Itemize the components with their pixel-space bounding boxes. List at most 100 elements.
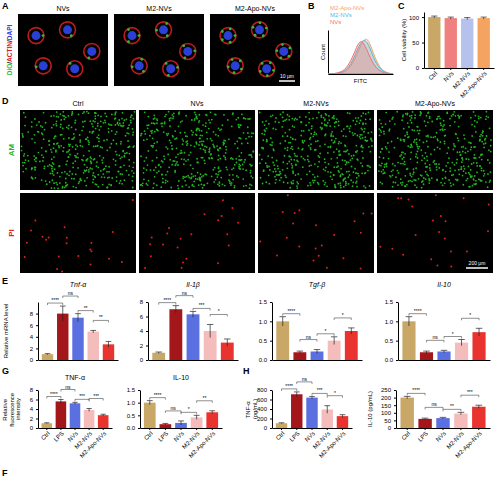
- stained-cell: [353, 171, 355, 173]
- stained-cell: [359, 136, 361, 138]
- stained-cell: [28, 160, 30, 162]
- stained-cell: [190, 144, 192, 146]
- stained-cell: [42, 157, 44, 159]
- stained-cell: [364, 128, 366, 130]
- stained-cell: [440, 122, 442, 124]
- stained-cell: [295, 164, 297, 166]
- stained-cell: [34, 167, 36, 169]
- stained-cell: [338, 171, 340, 173]
- stained-cell: [208, 151, 210, 153]
- stained-cell: [346, 162, 348, 164]
- stained-cell: [41, 236, 43, 238]
- axis-title-line: Cell viability (%): [401, 19, 407, 62]
- stained-cell: [132, 146, 134, 148]
- y-axis: 02468: [30, 303, 39, 364]
- stained-cell: [55, 151, 57, 153]
- stained-cell: [232, 158, 234, 160]
- stained-cell: [188, 177, 190, 179]
- stained-cell: [104, 113, 106, 115]
- stained-cell: [31, 167, 33, 169]
- stained-cell: [133, 172, 135, 174]
- stained-cell: [208, 157, 210, 159]
- stained-cell: [43, 112, 45, 114]
- stained-cell: [79, 134, 81, 136]
- stained-cell: [409, 172, 411, 174]
- vesicle: [229, 28, 232, 31]
- stained-cell: [279, 142, 281, 144]
- stained-cell: [348, 128, 350, 130]
- stained-cell: [442, 170, 444, 172]
- stained-cell: [418, 178, 420, 180]
- stained-cell: [60, 126, 62, 128]
- cell-nucleus: [63, 25, 72, 34]
- stained-cell: [129, 153, 131, 155]
- y-tick: 4: [140, 328, 148, 334]
- stained-cell: [97, 145, 99, 147]
- stained-cell: [226, 169, 228, 171]
- stained-cell: [392, 169, 394, 171]
- stained-cell: [389, 175, 391, 177]
- stained-cell: [124, 156, 126, 158]
- tick-mark: [146, 360, 148, 361]
- stained-cell: [356, 150, 358, 152]
- stained-cell: [268, 123, 270, 125]
- stained-cell: [44, 129, 46, 131]
- stained-cell: [381, 126, 383, 128]
- stained-cell: [53, 143, 55, 145]
- stained-cell: [56, 184, 58, 186]
- stained-cell: [206, 138, 208, 140]
- scale-bar-label: 10 μm: [280, 73, 294, 79]
- stained-cell: [391, 141, 393, 143]
- stained-cell: [199, 177, 201, 179]
- stained-cell: [51, 170, 53, 172]
- stained-cell: [307, 159, 309, 161]
- stained-cell: [446, 152, 448, 154]
- tick-label: 6: [140, 314, 144, 320]
- stained-cell: [190, 152, 192, 154]
- stained-cell: [380, 151, 382, 153]
- stained-cell: [400, 178, 402, 180]
- stained-cell: [199, 141, 201, 143]
- stained-cell: [397, 197, 399, 199]
- stained-cell: [166, 232, 168, 234]
- stained-cell: [453, 149, 455, 151]
- stained-cell: [338, 151, 340, 153]
- stained-cell: [201, 140, 203, 142]
- stained-cell: [483, 146, 485, 148]
- stained-cell: [458, 116, 460, 118]
- stained-cell: [342, 257, 344, 259]
- stained-cell: [487, 186, 489, 188]
- stained-cell: [215, 134, 217, 136]
- stained-cell: [163, 131, 165, 133]
- stained-cell: [415, 153, 417, 155]
- stained-cell: [57, 116, 59, 118]
- stained-cell: [201, 135, 203, 137]
- stained-cell: [417, 151, 419, 153]
- axis-title-line: PI: [7, 229, 16, 237]
- stained-cell: [153, 142, 155, 144]
- stained-cell: [192, 168, 194, 170]
- stained-cell: [436, 179, 438, 181]
- stained-cell: [222, 142, 224, 144]
- micrograph: [258, 110, 374, 190]
- plot-area: [428, 16, 490, 68]
- stained-cell: [427, 121, 429, 123]
- stained-cell: [97, 174, 99, 176]
- vesicle: [262, 34, 265, 37]
- error-bar: [90, 330, 96, 332]
- stained-cell: [283, 181, 285, 183]
- stained-cell: [223, 114, 225, 116]
- stained-cell: [295, 163, 297, 165]
- stained-cell: [347, 176, 349, 178]
- stained-cell: [79, 179, 81, 181]
- stained-cell: [330, 133, 332, 135]
- stained-cell: [114, 118, 116, 120]
- stained-cell: [171, 148, 173, 150]
- stained-cell: [75, 148, 77, 150]
- stained-cell: [486, 135, 488, 137]
- stained-cell: [214, 167, 216, 169]
- stained-cell: [490, 171, 492, 173]
- stained-cell: [27, 131, 29, 133]
- stained-cell: [297, 183, 299, 185]
- stained-cell: [474, 120, 476, 122]
